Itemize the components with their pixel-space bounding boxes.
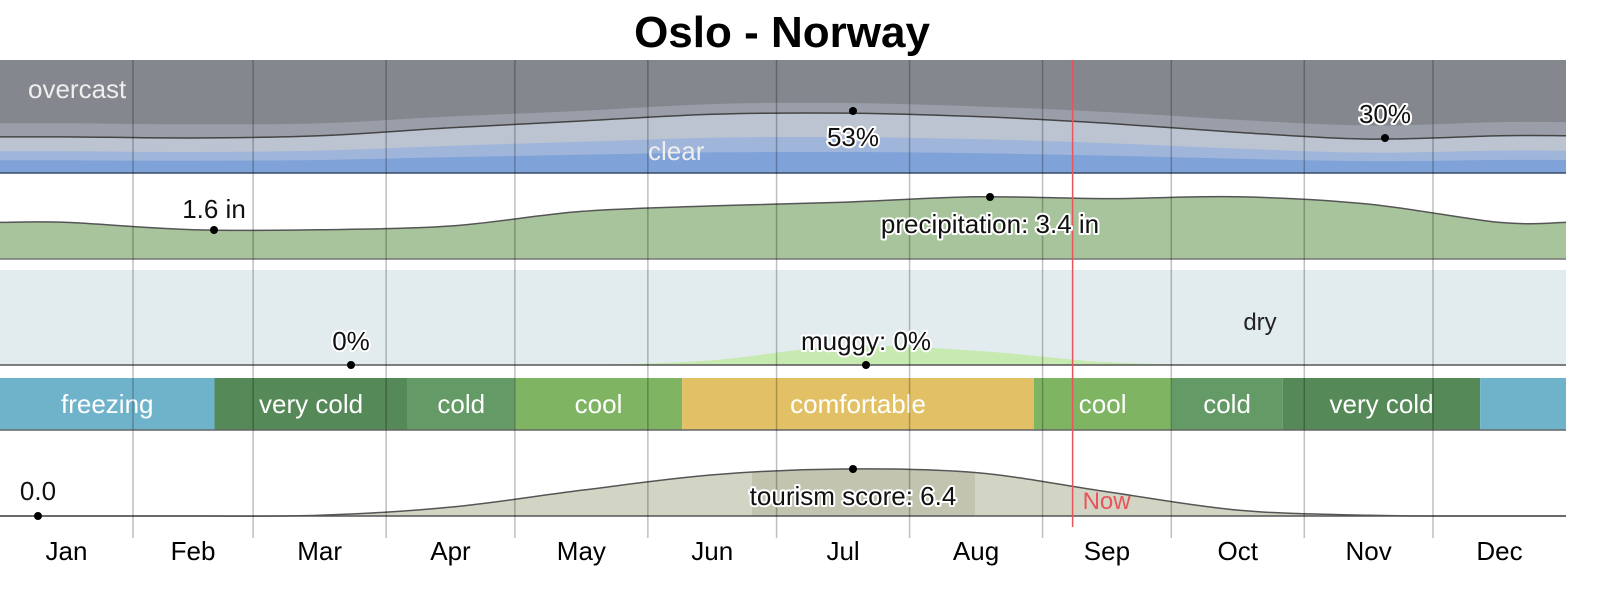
humidity-marker — [862, 361, 870, 369]
temperature-band — [682, 378, 1034, 430]
tourism-marker — [849, 465, 857, 473]
month-label: Nov — [1346, 536, 1392, 566]
month-label: Mar — [297, 536, 342, 566]
temperature-band — [407, 378, 515, 430]
clear-area — [0, 151, 1566, 173]
tourism-panel — [0, 468, 1567, 517]
temperature-band — [0, 378, 215, 430]
precipitation-marker — [986, 193, 994, 201]
precipitation-annotation: 1.6 in — [182, 194, 246, 224]
precipitation-annotation: precipitation: 3.4 in — [881, 209, 1099, 239]
temperature-panel: freezing very cold cold cool comfortable cool… — [0, 378, 1566, 431]
tourism-annotation: tourism score: 6.4 — [750, 481, 957, 511]
temperature-band — [514, 378, 683, 430]
overcast-label: overcast — [28, 74, 127, 104]
temperature-band-label: very cold — [1329, 389, 1433, 419]
temperature-band-label: cool — [575, 389, 623, 419]
humidity-annotation: 0% — [332, 326, 370, 356]
dry-label: dry — [1243, 309, 1276, 336]
tourism-marker — [34, 512, 42, 520]
month-label: Dec — [1476, 536, 1522, 566]
temperature-band — [1033, 378, 1172, 430]
month-label: Oct — [1218, 536, 1259, 566]
cloud_cover-marker — [849, 107, 857, 115]
temperature-band-label: cold — [1203, 389, 1251, 419]
month-label: Jun — [691, 536, 733, 566]
precipitation-panel — [0, 195, 1567, 260]
humidity-marker — [347, 361, 355, 369]
precipitation-line — [0, 195, 1567, 232]
month-label: Sep — [1084, 536, 1130, 566]
month-axis: Jan Feb Mar Apr May Jun Jul Aug Sep Oct Nov Dec — [46, 536, 1523, 566]
cloud_cover-marker — [1381, 134, 1389, 142]
precipitation-area — [0, 196, 1566, 259]
cloud_cover-annotation: 53% — [827, 122, 879, 152]
temperature-band — [1171, 378, 1283, 430]
temperature-band — [1282, 378, 1481, 430]
dry-area — [0, 270, 1566, 365]
temperature-band-label: very cold — [259, 389, 363, 419]
tourism-annotation: 0.0 — [20, 476, 56, 506]
month-label: Jul — [826, 536, 859, 566]
best-period-area — [752, 468, 975, 516]
month-label: Aug — [953, 536, 999, 566]
humidity-panel: dry — [0, 270, 1566, 366]
cloud-cover-line — [0, 112, 1567, 140]
muggy-area — [0, 345, 1566, 366]
annotations: overcast clear 53% 30% 1.6 in precipitation: … — [18, 74, 1413, 520]
humidity-annotation: muggy: 0% — [801, 326, 931, 356]
month-label: May — [557, 536, 606, 566]
now-label: Now — [1083, 488, 1132, 515]
temperature-band-label: cool — [1079, 389, 1127, 419]
month-gridlines: Now — [132, 60, 1434, 538]
chart-title: Oslo - Norway — [634, 8, 930, 57]
month-label: Jan — [46, 536, 88, 566]
precipitation-marker — [210, 226, 218, 234]
clear-label: clear — [648, 136, 705, 166]
cloud_cover-annotation: 30% — [1359, 99, 1411, 129]
temperature-band — [1480, 378, 1566, 430]
month-label: Apr — [430, 536, 471, 566]
temperature-band-label: freezing — [61, 389, 154, 419]
temperature-band-label: comfortable — [790, 389, 926, 419]
cloud-cover-panel — [0, 60, 1567, 174]
temperature-band — [214, 378, 408, 430]
temperature-band-label: cold — [437, 389, 485, 419]
month-label: Feb — [171, 536, 216, 566]
